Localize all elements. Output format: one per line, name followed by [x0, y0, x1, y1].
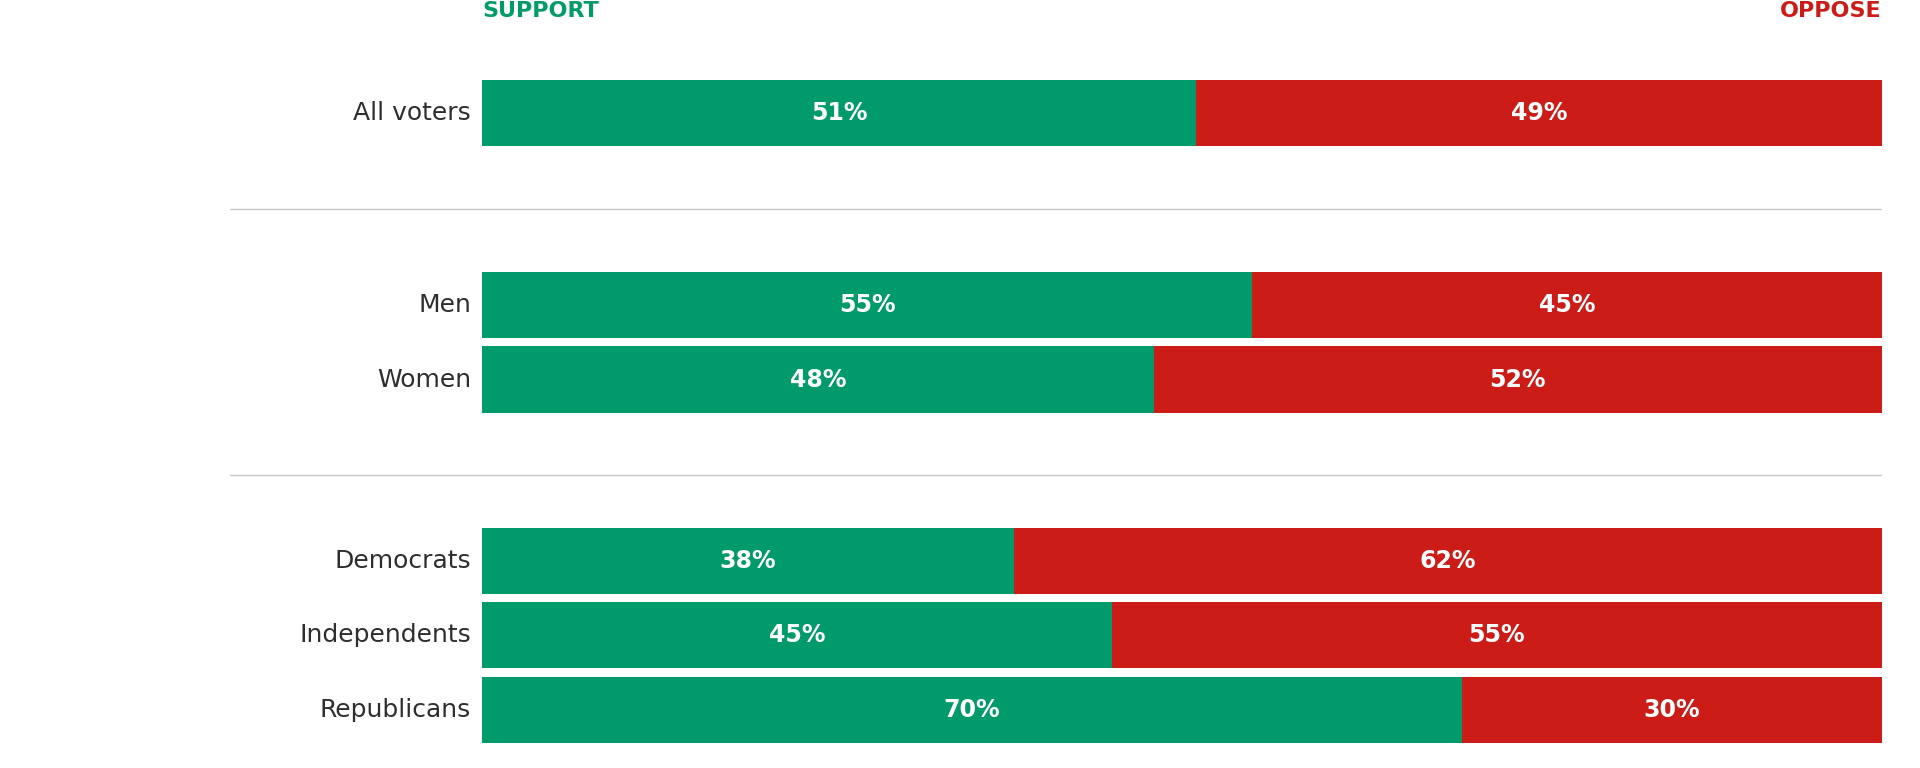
Bar: [482, 677, 1461, 743]
Bar: [1252, 272, 1882, 338]
Text: Independents: Independents: [300, 624, 470, 647]
Text: Women: Women: [376, 368, 470, 392]
Text: 55%: 55%: [1469, 624, 1524, 647]
Text: 70%: 70%: [945, 698, 1000, 722]
Text: OPPOSE: OPPOSE: [1780, 2, 1882, 22]
Text: 48%: 48%: [789, 368, 847, 392]
Text: Men: Men: [419, 293, 470, 317]
Bar: [482, 346, 1154, 412]
Bar: [482, 602, 1112, 668]
Bar: [482, 528, 1014, 594]
Bar: [482, 80, 1196, 146]
Text: Democrats: Democrats: [334, 549, 470, 573]
Bar: [1461, 677, 1882, 743]
Text: 45%: 45%: [1538, 293, 1596, 317]
Text: 49%: 49%: [1511, 101, 1567, 125]
Bar: [1196, 80, 1882, 146]
Text: 38%: 38%: [720, 549, 776, 573]
Bar: [1014, 528, 1882, 594]
Text: 30%: 30%: [1644, 698, 1699, 722]
Text: 62%: 62%: [1419, 549, 1476, 573]
Text: 52%: 52%: [1490, 368, 1546, 392]
Text: 51%: 51%: [810, 101, 868, 125]
Text: 55%: 55%: [839, 293, 895, 317]
Bar: [1112, 602, 1882, 668]
Bar: [482, 272, 1252, 338]
Text: SUPPORT: SUPPORT: [482, 2, 599, 22]
Text: Republicans: Republicans: [321, 698, 470, 722]
Text: All voters: All voters: [353, 101, 470, 125]
Bar: [1154, 346, 1882, 412]
Text: 45%: 45%: [768, 624, 826, 647]
